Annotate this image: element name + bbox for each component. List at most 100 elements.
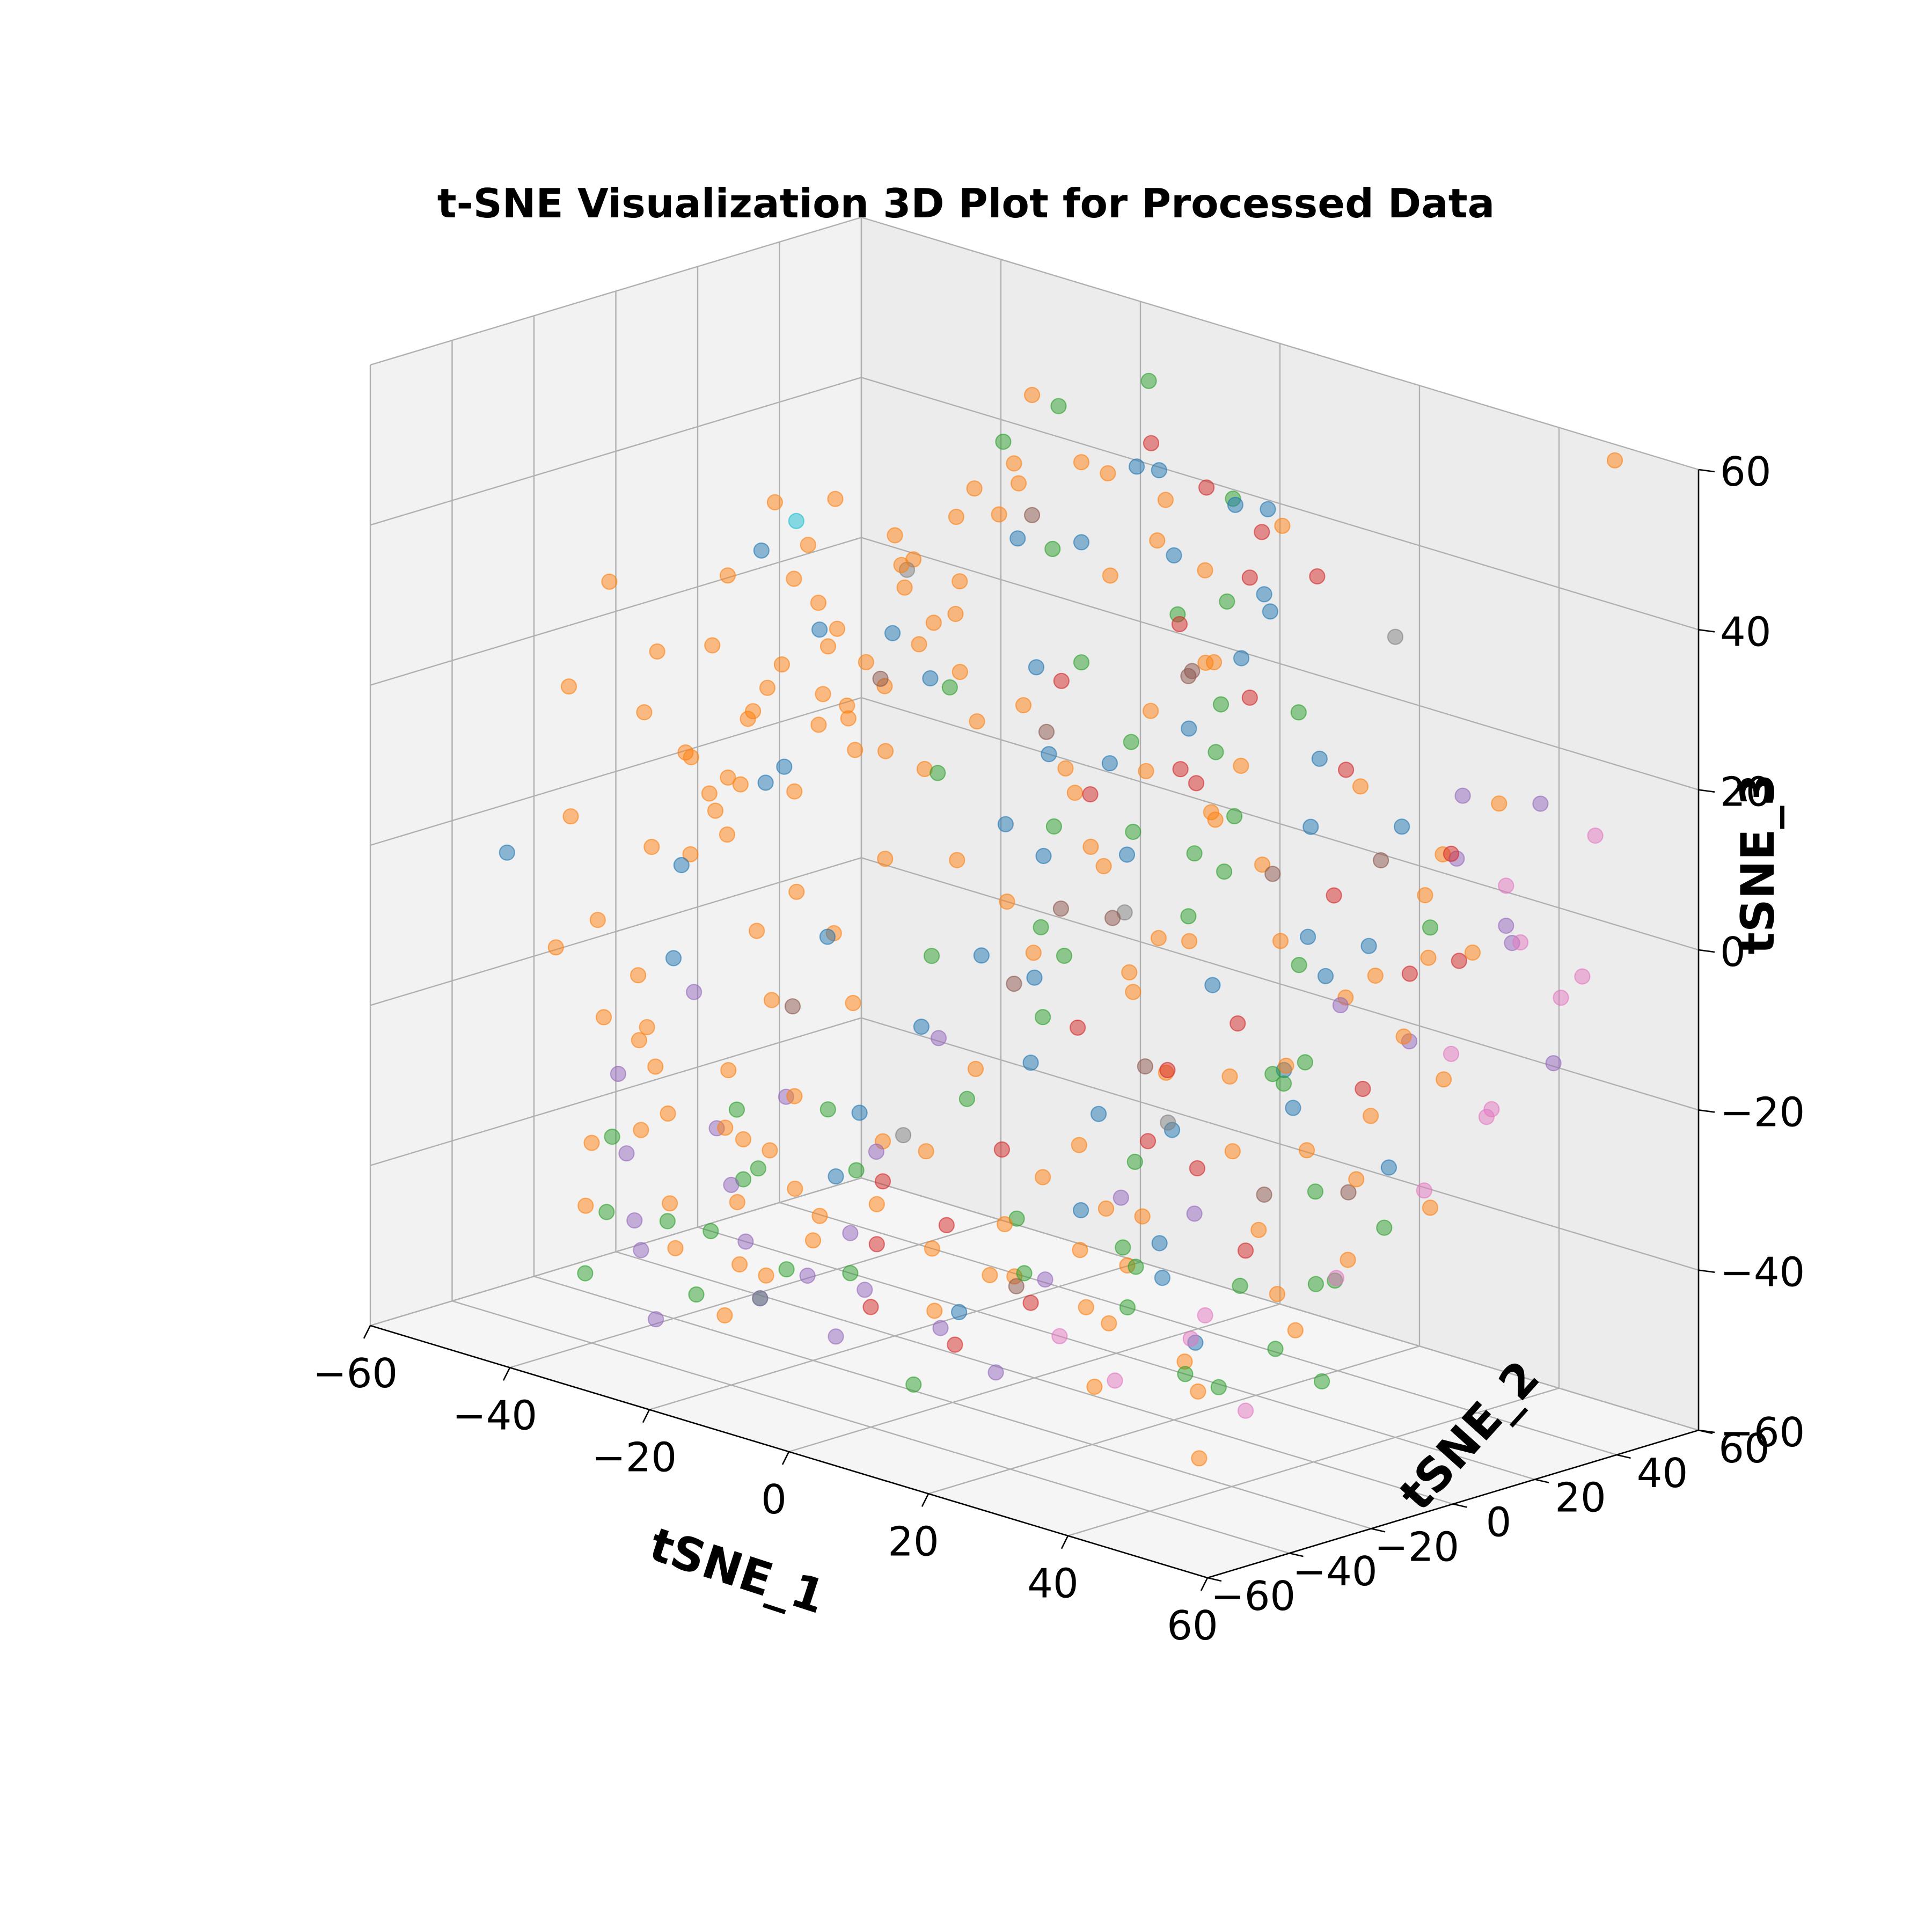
scatter-point-series-1 <box>1204 977 1221 993</box>
scatter-point-series-1 <box>1090 1106 1107 1122</box>
scatter-point-series-2 <box>947 605 964 623</box>
scatter-point-series-1 <box>1317 968 1334 984</box>
y-tick-label: −60 <box>1211 1572 1296 1620</box>
scatter-point-series-2 <box>800 537 816 553</box>
scatter-point-series-1 <box>753 542 770 559</box>
scatter-point-series-1 <box>1118 846 1136 863</box>
scatter-point-series-4 <box>874 1173 891 1190</box>
scatter-point-series-6 <box>1180 668 1197 684</box>
z-tick-label: −40 <box>1720 1249 1805 1296</box>
scatter-point-series-2 <box>996 1216 1013 1233</box>
scatter-point-series-1 <box>1154 1270 1170 1286</box>
scatter-point-series-3 <box>1226 808 1243 825</box>
scatter-point-series-5 <box>1532 795 1549 812</box>
scatter-point-series-2 <box>925 614 942 631</box>
scatter-point-series-3 <box>1208 744 1224 760</box>
scatter-point-series-2 <box>1073 454 1090 471</box>
scatter-point-series-4 <box>1172 761 1189 778</box>
grid-line-z-left <box>370 377 862 526</box>
scatter-point-series-3 <box>1044 540 1061 558</box>
scatter-point-series-2 <box>847 742 863 758</box>
scatter-point-series-6 <box>1264 866 1281 882</box>
scatter-point-series-7 <box>1237 1402 1254 1419</box>
scatter-point-series-2 <box>788 883 805 900</box>
scatter-point-series-3 <box>842 1265 859 1282</box>
scatter-point-series-2 <box>1254 856 1271 873</box>
scatter-point-series-2 <box>1269 1286 1285 1302</box>
scatter-point-series-7 <box>1498 877 1514 894</box>
scatter-point-series-2 <box>868 1196 885 1212</box>
scatter-point-series-3 <box>1140 372 1157 389</box>
scatter-point-series-1 <box>811 621 828 638</box>
scatter-point-series-2 <box>759 679 776 696</box>
scatter-point-series-7 <box>1553 989 1569 1006</box>
scatter-point-series-2 <box>804 1232 822 1249</box>
scatter-point-series-5 <box>828 1328 844 1345</box>
scatter-point-series-2 <box>1125 984 1141 1000</box>
scatter-point-series-4 <box>1189 1160 1205 1177</box>
z-tick-mark <box>1698 949 1715 953</box>
scatter-point-series-7 <box>1051 1328 1068 1344</box>
scatter-point-series-2 <box>1015 697 1032 714</box>
scatter-point-series-2 <box>1143 702 1159 719</box>
scatter-point-series-2 <box>949 852 965 868</box>
scatter-point-series-2 <box>762 1142 778 1159</box>
scatter-point-series-3 <box>728 1101 745 1118</box>
scatter-point-series-3 <box>598 1204 615 1220</box>
scatter-point-series-5 <box>1454 787 1471 804</box>
scatter-point-series-2 <box>1101 1315 1117 1331</box>
scatter-points <box>499 372 1623 1467</box>
scatter-point-series-2 <box>577 1197 594 1214</box>
y-tick-mark <box>1698 1429 1713 1435</box>
scatter-point-series-3 <box>848 1162 865 1179</box>
scatter-point-series-2 <box>1298 1142 1315 1159</box>
scatter-point-series-4 <box>1139 1133 1157 1150</box>
scatter-point-series-2 <box>547 939 564 956</box>
scatter-point-series-7 <box>1478 1109 1495 1125</box>
scatter-point-series-2 <box>896 579 913 596</box>
scatter-point-series-2 <box>1606 452 1623 469</box>
z-tick-mark <box>1698 1269 1715 1273</box>
scatter-point-series-2 <box>1274 517 1291 534</box>
scatter-point-series-1 <box>1101 755 1118 772</box>
scatter-point-series-1 <box>1072 1202 1089 1219</box>
scatter-point-series-6 <box>1104 910 1121 926</box>
scatter-point-series-2 <box>1395 1028 1412 1045</box>
scatter-point-series-2 <box>1203 804 1219 821</box>
scatter-point-series-6 <box>1256 1186 1272 1203</box>
scatter-point-series-7 <box>1443 1045 1460 1062</box>
scatter-point-series-3 <box>1186 845 1203 862</box>
scatter-point-series-2 <box>1072 1242 1088 1258</box>
scatter-point-series-2 <box>991 506 1007 523</box>
scatter-point-series-3 <box>1307 1183 1324 1200</box>
scatter-point-series-4 <box>1254 524 1270 540</box>
x-tick-label: −60 <box>313 1350 398 1397</box>
scatter-point-series-5 <box>932 1320 949 1336</box>
scatter-point-series-2 <box>1097 1200 1115 1217</box>
scatter-point-series-3 <box>1119 1299 1136 1316</box>
scatter-point-series-2 <box>716 1307 733 1324</box>
scatter-point-series-2 <box>1010 475 1027 492</box>
scatter-point-series-2 <box>720 769 736 786</box>
scatter-point-series-1 <box>1260 501 1276 517</box>
scatter-point-series-4 <box>1230 1015 1246 1032</box>
scatter-point-series-3 <box>1125 823 1141 840</box>
z-tick-label: −20 <box>1720 1088 1805 1136</box>
scatter-point-series-2 <box>763 992 780 1008</box>
scatter-point-series-4 <box>1188 775 1205 792</box>
scatter-point-series-2 <box>811 1208 828 1224</box>
scatter-point-series-1 <box>1285 1100 1301 1116</box>
scatter-point-series-2 <box>839 697 855 714</box>
scatter-point-series-4 <box>868 1236 885 1253</box>
scatter-point-series-2 <box>1149 532 1166 549</box>
scatter-point-series-7 <box>1587 827 1604 844</box>
scatter-point-series-2 <box>1348 1171 1365 1188</box>
scatter-point-series-1 <box>1022 1055 1039 1071</box>
scatter-point-series-3 <box>930 765 946 781</box>
y-tick-label: 20 <box>1555 1474 1606 1521</box>
scatter-point-series-2 <box>1287 1322 1304 1338</box>
scatter-point-series-2 <box>643 838 660 855</box>
scatter-point-series-4 <box>993 1141 1011 1158</box>
scatter-point-series-2 <box>1191 1450 1208 1467</box>
scatter-point-series-4 <box>1309 568 1326 585</box>
